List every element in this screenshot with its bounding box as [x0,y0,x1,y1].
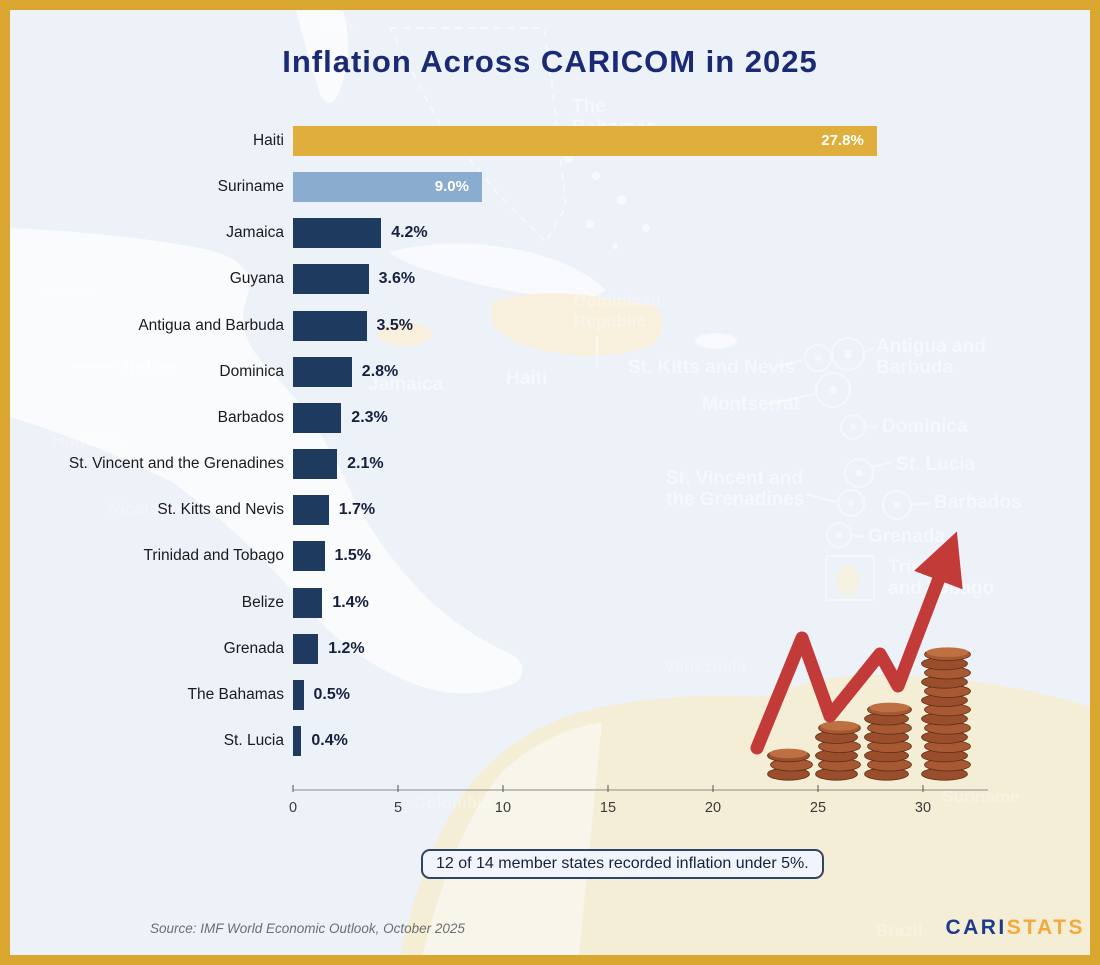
inflation-bar-st-vincent-and-the-grenadines [293,449,338,480]
bar-row-st-lucia: St. Lucia 0.4% [0,725,1095,756]
value-label-st-lucia: 0.4% [311,731,348,749]
value-label-jamaica: 4.2% [391,224,428,242]
map-label-nicaragua: Nicaragua [108,499,191,518]
country-label-belize: Belize [241,593,284,611]
value-label-barbados: 2.3% [351,408,388,426]
map-island-callouts [74,336,931,602]
x-tick-0: 0 [289,800,297,816]
value-label-guyana: 3.6% [378,270,416,288]
map-label-venezuela: Venezuela [664,657,747,676]
bar-row-trinidad-and-tobago: Trinidad and Tobago 1.5% [0,541,1095,572]
x-tick-15: 15 [600,800,616,816]
value-label-haiti: 27.8% [821,132,864,149]
country-label-st-lucia: St. Lucia [223,731,284,749]
country-label-antigua-and-barbuda: Antigua and Barbuda [138,316,284,334]
map-label-belize: Belize [122,358,177,379]
map-label-haiti: Haiti [506,368,547,389]
bar-row-antigua-and-barbuda: Antigua and Barbuda 3.5% [0,310,1095,341]
map-label-st-kitts-and-nevis: St. Kitts and Nevis [628,357,795,378]
logo-cari: CARI [945,916,1007,939]
x-axis: 0 5 10 15 20 25 30 [289,785,988,816]
bar-row-suriname: Suriname 9.0% [0,172,1095,203]
country-label-st-vincent-and-the-grenadines: St. Vincent and the Grenadines [68,455,284,473]
country-label-dominica: Dominica [219,362,284,380]
x-tick-25: 25 [810,800,826,816]
value-label-the-bahamas: 0.5% [313,685,350,703]
value-label-dominica: 2.8% [361,362,399,380]
coin-stacks-illustration [767,647,971,781]
x-tick-20: 20 [705,800,721,816]
bar-row-barbados: Barbados 2.3% [0,402,1095,433]
map-label-dominica: Dominica [882,416,968,437]
bar-row-haiti: Haiti 27.8% [0,126,1095,156]
country-label-suriname: Suriname [217,178,284,196]
value-label-grenada: 1.2% [328,639,365,657]
inflation-bar-barbados [293,402,342,433]
value-label-st-kitts-and-nevis: 1.7% [338,501,376,519]
inflation-bar-trinidad-and-tobago [293,541,325,572]
bar-row-st-kitts-and-nevis: St. Kitts and Nevis 1.7% [0,495,1095,526]
map-label-colombia: Colombia [414,793,492,812]
value-label-st-vincent-and-the-grenadines: 2.1% [347,455,384,473]
value-label-suriname: 9.0% [434,178,469,196]
country-label-the-bahamas: The Bahamas [187,685,285,703]
country-label-st-kitts-and-nevis: St. Kitts and Nevis [157,501,284,519]
country-label-jamaica: Jamaica [226,224,284,242]
logo-stats: STATS [1006,916,1085,939]
chart-title: Inflation Across CARICOM in 2025 [282,44,818,79]
map-label-antigua-and-barbuda: Antigua and Barbuda [876,336,986,378]
inflation-bar-suriname: 9.0% [293,172,482,203]
inflation-bar-haiti: 27.8% [293,126,877,156]
country-label-grenada: Grenada [223,639,284,657]
country-label-haiti: Haiti [252,132,284,149]
map-label-honduras: Honduras [52,431,131,450]
country-label-barbados: Barbados [217,408,284,426]
bar-row-st-vincent-and-the-grenadines: St. Vincent and the Grenadines 2.1% [0,449,1095,480]
callout-note: 12 of 14 member states recorded inflatio… [421,849,824,879]
map-label-jamaica: Jamaica [368,374,443,395]
inflation-bar-st-lucia [293,725,302,756]
bar-row-dominica: Dominica 2.8% [0,356,1095,387]
map-label-barbados: Barbados [934,492,1022,513]
growth-arrow-icon [750,531,963,755]
bar-row-belize: Belize 1.4% [0,587,1095,618]
map-landmasses [10,8,1090,965]
caristats-logo: CARISTATS [945,916,1085,940]
map-label-usa: USA [318,15,354,34]
x-tick-5: 5 [394,800,402,816]
map-label-dominican-republic: Dominican Republic [574,291,661,331]
inflation-bar-guyana [293,264,369,295]
map-label-brazil: Brazil [876,921,922,940]
map-labels: USATheBahamasMexicoBelizeHondurasNicarag… [38,15,1022,940]
value-label-antigua-and-barbuda: 3.5% [376,316,413,334]
inflation-bar-belize [293,587,323,618]
value-label-trinidad-and-tobago: 1.5% [334,547,371,565]
map-island-dots [815,350,901,538]
bar-row-the-bahamas: The Bahamas 0.5% [0,679,1095,710]
inflation-bar-the-bahamas [293,679,304,710]
map-label-st-vincent-and-the-grenadines: St. Vincent and the Grenadines [666,468,804,510]
value-label-belize: 1.4% [332,593,369,611]
source-text: Source: IMF World Economic Outlook, Octo… [150,921,465,936]
map-label-suriname: Suriname [942,787,1019,806]
inflation-bar-antigua-and-barbuda [293,310,367,341]
country-label-trinidad-and-tobago: Trinidad and Tobago [143,547,284,565]
map-label-mexico: Mexico [38,283,96,302]
inflation-bar-st-kitts-and-nevis [293,495,329,526]
x-tick-30: 30 [915,800,931,816]
inflation-bar-grenada [293,633,319,664]
inflation-bar-jamaica [293,218,382,249]
x-tick-10: 10 [495,800,511,816]
map-label-montserrat: Montserrat [702,394,801,415]
country-label-guyana: Guyana [229,270,284,288]
bar-row-jamaica: Jamaica 4.2% [0,218,1095,249]
map-label-st-lucia: St. Lucia [896,454,976,475]
bar-row-guyana: Guyana 3.6% [0,264,1095,295]
inflation-bar-dominica [293,356,352,387]
bar-row-grenada: Grenada 1.2% [0,633,1095,664]
